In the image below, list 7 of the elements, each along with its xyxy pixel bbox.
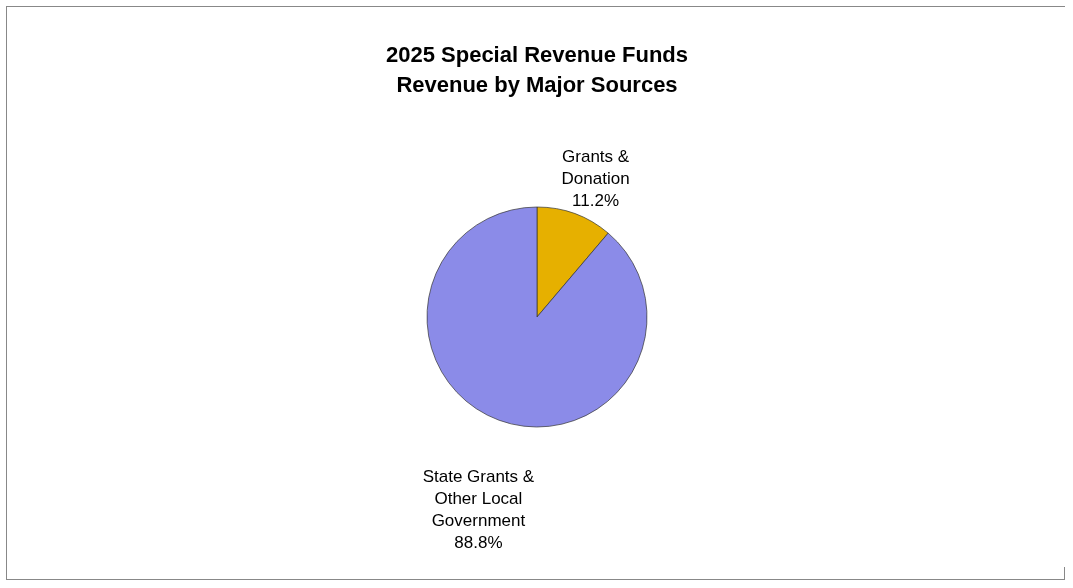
chart-subtitle: Revenue by Major Sources [396, 72, 678, 97]
pie-slice [426, 206, 648, 428]
slice-label: State Grants & Other Local Government [422, 466, 535, 530]
data-label: 11.2% [572, 191, 620, 211]
chart-title: 2025 Special Revenue Funds [385, 42, 689, 67]
slice-label: Grants & Donation [561, 147, 630, 189]
data-label: 88.8% [454, 532, 503, 552]
